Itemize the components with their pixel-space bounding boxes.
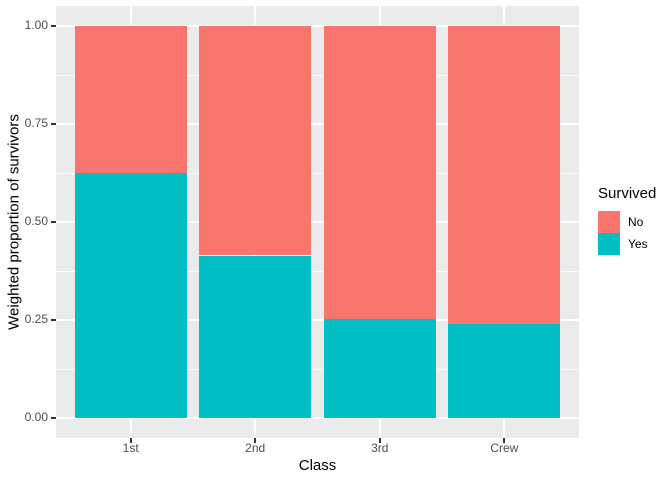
y-tick-label: 0.25	[24, 311, 48, 326]
gridline-major	[56, 416, 579, 419]
bar-1st-Yes	[74, 172, 187, 418]
bar-3rd-Yes	[323, 319, 436, 418]
y-tick-mark	[51, 416, 56, 419]
legend-entry-No: No	[598, 211, 656, 233]
x-tick-mark	[378, 437, 381, 443]
y-tick-mark	[51, 220, 56, 223]
bar-Crew-Yes	[448, 323, 561, 418]
x-tick-label: Crew	[490, 441, 519, 455]
legend-title: Survived	[598, 185, 657, 202]
gridline-major	[56, 122, 579, 125]
legend-entry-label: No	[628, 215, 644, 229]
x-tick-mark	[254, 437, 257, 443]
gridline-minor	[56, 74, 579, 76]
gridline-minor	[56, 172, 579, 174]
x-tick-label: 2nd	[245, 441, 266, 455]
legend-entry-label: Yes	[628, 237, 648, 251]
legend-entries: No Yes	[598, 211, 656, 255]
legend-key-swatch	[598, 233, 620, 255]
y-tick-label: 1.00	[24, 17, 48, 32]
gridline-major	[56, 24, 579, 27]
x-tick-label: 1st	[122, 441, 139, 455]
legend-key-swatch	[598, 211, 620, 233]
y-tick-mark	[51, 24, 56, 27]
legend: Survived No Yes	[598, 185, 656, 255]
y-tick-label: 0.50	[24, 213, 48, 228]
bar-2nd-Yes	[199, 255, 312, 418]
x-tick-mark	[129, 437, 132, 443]
y-axis-title: Weighted proportion of survivors	[5, 113, 23, 330]
x-tick-mark	[503, 437, 506, 443]
gridline-major	[56, 318, 579, 321]
plot-panel	[56, 6, 579, 438]
y-tick-mark	[51, 318, 56, 321]
gridline-minor	[56, 368, 579, 370]
bar-1st-No	[74, 25, 187, 173]
y-tick-mark	[51, 122, 56, 125]
x-tick-label: 3rd	[371, 441, 389, 455]
x-axis-title: Class	[298, 457, 337, 474]
y-tick-label: 0.00	[24, 409, 48, 424]
bar-Crew-No	[448, 25, 561, 324]
bar-2nd-No	[199, 25, 312, 256]
gridline-minor	[56, 270, 579, 272]
bar-3rd-No	[323, 25, 436, 319]
legend-entry-Yes: Yes	[598, 233, 656, 255]
gridline-major	[56, 220, 579, 223]
y-tick-label: 0.75	[24, 115, 48, 130]
